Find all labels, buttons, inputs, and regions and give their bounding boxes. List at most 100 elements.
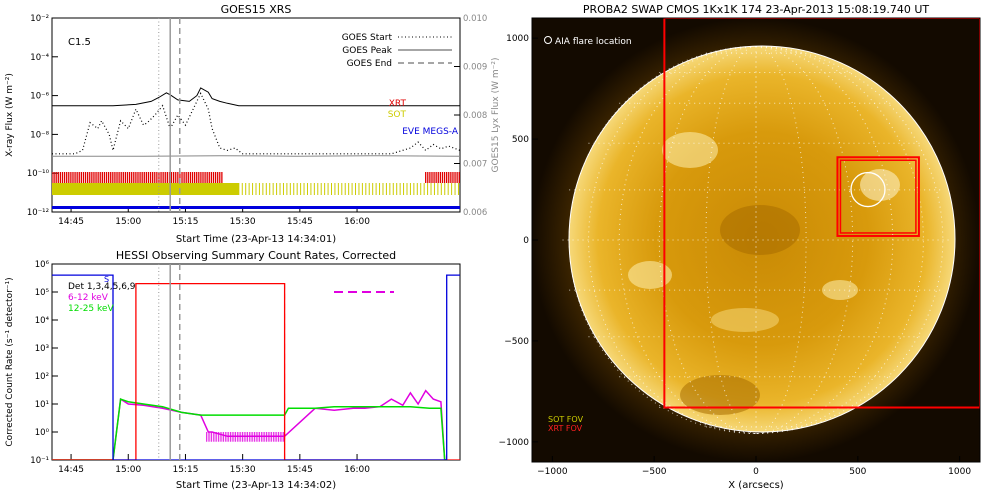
goes-x-tick-label: 14:45 bbox=[58, 217, 84, 227]
goes-left-tick-label: 10⁻² bbox=[30, 14, 49, 24]
swap-x-tick-label: −500 bbox=[642, 467, 667, 477]
goes-legend: GOES Start GOES Peak GOES End bbox=[342, 33, 452, 69]
legend-det: Det 1,3,4,5,6,9 bbox=[68, 282, 136, 292]
hessi-y-axis-label: Corrected Count Rate (s⁻¹ detector⁻¹) bbox=[5, 277, 15, 446]
goes-series-2 bbox=[52, 155, 460, 157]
goes-left-axis: 10⁻² 10⁻⁴ 10⁻⁶ 10⁻⁸ 10⁻¹⁰ 10⁻¹² bbox=[27, 14, 58, 218]
grid-longitude bbox=[588, 46, 757, 434]
coverage-label-sot: SOT bbox=[388, 110, 407, 120]
hessi-panel: HESSI Observing Summary Count Rates, Cor… bbox=[5, 249, 461, 491]
legend-12-25-kev: 12-25 keV bbox=[68, 304, 114, 314]
swap-x-axis-label: X (arcsecs) bbox=[728, 480, 784, 491]
goes-x-axis-label: Start Time (23-Apr-13 14:34:01) bbox=[176, 234, 336, 245]
coverage-bar-eve bbox=[52, 206, 460, 209]
goes-x-tick-label: 15:45 bbox=[287, 217, 313, 227]
goes-right-tick-label: 0.010 bbox=[463, 14, 487, 24]
swap-y-tick-label: 0 bbox=[523, 236, 529, 246]
goes-title: GOES15 XRS bbox=[221, 3, 292, 16]
goes-class-label: C1.5 bbox=[68, 37, 91, 48]
hessi-x-tick-label: 15:00 bbox=[115, 465, 141, 475]
goes-event-lines bbox=[158, 18, 181, 212]
hessi-x-axis-label: Start Time (23-Apr-13 14:34:02) bbox=[176, 480, 336, 491]
grid-longitude bbox=[568, 46, 757, 434]
hessi-y-tick-label: 10³ bbox=[35, 344, 49, 354]
goes-left-tick-label: 10⁻¹² bbox=[27, 208, 49, 218]
hessi-y-tick-label: 10⁵ bbox=[35, 288, 49, 298]
hessi-legend: Det 1,3,4,5,6,9 6-12 keV 12-25 keV S bbox=[68, 275, 394, 314]
goes-right-tick-label: 0.009 bbox=[463, 63, 487, 73]
goes-right-axis: 0.010 0.009 0.008 0.007 0.006 bbox=[454, 14, 487, 218]
hessi-title: HESSI Observing Summary Count Rates, Cor… bbox=[116, 249, 396, 262]
sot-fov-box bbox=[836, 156, 920, 237]
hessi-x-tick-label: 15:15 bbox=[172, 465, 198, 475]
goes-right-axis-label: GOES15 Lyx Flux (W m⁻²) bbox=[491, 58, 501, 173]
hessi-series-3 bbox=[52, 274, 460, 460]
aia-legend-circle-icon bbox=[544, 36, 552, 44]
hessi-x-axis: 14:45 15:00 15:15 15:30 15:45 16:00 bbox=[58, 454, 370, 475]
hessi-y-axis: 10⁶ 10⁵ 10⁴ 10³ 10² 10¹ 10⁰ 10⁻¹ bbox=[30, 260, 58, 466]
swap-y-tick-label: −500 bbox=[504, 337, 529, 347]
swap-x-tick-label: 0 bbox=[753, 467, 759, 477]
aia-flare-circle bbox=[850, 171, 886, 208]
hessi-x-tick-label: 15:45 bbox=[287, 465, 313, 475]
grid-longitude bbox=[755, 46, 944, 434]
swap-panel: PROBA2 SWAP CMOS 1Kx1K 174 23-Apr-2013 1… bbox=[499, 3, 981, 491]
goes-left-tick-label: 10⁻⁴ bbox=[30, 53, 49, 63]
hessi-series-2 bbox=[52, 282, 460, 460]
swap-y-tick-label: −1000 bbox=[499, 438, 530, 448]
hessi-s-marker: S bbox=[104, 275, 109, 284]
hessi-y-tick-label: 10⁴ bbox=[35, 316, 50, 326]
goes-right-tick-label: 0.006 bbox=[463, 208, 487, 218]
goes-left-tick-label: 10⁻⁸ bbox=[30, 130, 49, 140]
hessi-series bbox=[52, 274, 460, 460]
goes-x-tick-label: 15:15 bbox=[172, 217, 198, 227]
swap-y-tick-label: 500 bbox=[512, 135, 529, 145]
sot-fov-box-inner bbox=[839, 159, 917, 234]
solar-limb bbox=[568, 45, 956, 433]
goes-coverage-legend: XRT SOT EVE MEGS-A bbox=[388, 99, 459, 137]
xrt-fov-label: XRT FOV bbox=[548, 424, 583, 433]
hessi-event-lines bbox=[158, 264, 181, 460]
swap-title: PROBA2 SWAP CMOS 1Kx1K 174 23-Apr-2013 1… bbox=[583, 3, 930, 16]
legend-6-12-kev: 6-12 keV bbox=[68, 293, 109, 303]
legend-goes-peak: GOES Peak bbox=[342, 46, 392, 56]
swap-x-tick-label: −1000 bbox=[537, 467, 568, 477]
coverage-label-xrt: XRT bbox=[389, 99, 407, 109]
legend-goes-start: GOES Start bbox=[342, 33, 393, 43]
coverage-label-eve: EVE MEGS-A bbox=[402, 127, 459, 137]
goes-panel: GOES15 XRS 10⁻² 10⁻⁴ 10⁻⁶ 10⁻⁸ 10⁻¹⁰ 10⁻¹² 0.… bbox=[5, 3, 501, 245]
goes-left-tick-label: 10⁻¹⁰ bbox=[27, 169, 50, 179]
grid-longitude bbox=[755, 46, 924, 434]
hessi-y-tick-label: 10² bbox=[35, 372, 49, 382]
hessi-series-0 bbox=[52, 389, 447, 460]
goes-coverage-bars bbox=[52, 172, 460, 209]
aia-flare-location-label: AIA flare location bbox=[555, 37, 632, 47]
swap-x-axis: −1000 −500 0 500 1000 bbox=[537, 456, 971, 477]
sot-fov-label: SOT FOV bbox=[548, 415, 584, 424]
goes-y-axis-label: X-ray Flux (W m⁻²) bbox=[5, 73, 15, 157]
legend-goes-end: GOES End bbox=[347, 59, 392, 69]
goes-series-0 bbox=[52, 87, 460, 107]
coverage-bar-sot bbox=[52, 183, 239, 195]
swap-x-tick-label: 1000 bbox=[948, 467, 971, 477]
goes-right-tick-label: 0.008 bbox=[463, 111, 487, 121]
hessi-y-tick-label: 10⁶ bbox=[35, 260, 50, 270]
goes-right-tick-label: 0.007 bbox=[463, 160, 487, 170]
solar-active-regions bbox=[628, 132, 900, 415]
hessi-x-tick-label: 15:30 bbox=[230, 465, 256, 475]
goes-left-tick-label: 10⁻⁶ bbox=[30, 92, 49, 102]
xrt-fov-box bbox=[663, 18, 980, 409]
goes-x-tick-label: 16:00 bbox=[344, 217, 370, 227]
hessi-y-tick-label: 10⁻¹ bbox=[30, 456, 49, 466]
goes-x-tick-label: 15:00 bbox=[115, 217, 141, 227]
swap-y-axis: 1000 500 0 −500 −1000 bbox=[499, 34, 538, 448]
swap-x-tick-label: 500 bbox=[849, 467, 866, 477]
hessi-x-tick-label: 14:45 bbox=[58, 465, 84, 475]
hessi-y-tick-label: 10⁰ bbox=[35, 428, 50, 438]
hessi-x-tick-label: 16:00 bbox=[344, 465, 370, 475]
swap-y-tick-label: 1000 bbox=[506, 34, 529, 44]
hessi-series-1 bbox=[52, 398, 447, 460]
goes-x-axis: 14:45 15:00 15:15 15:30 15:45 16:00 bbox=[58, 206, 370, 227]
goes-x-tick-label: 15:30 bbox=[230, 217, 256, 227]
